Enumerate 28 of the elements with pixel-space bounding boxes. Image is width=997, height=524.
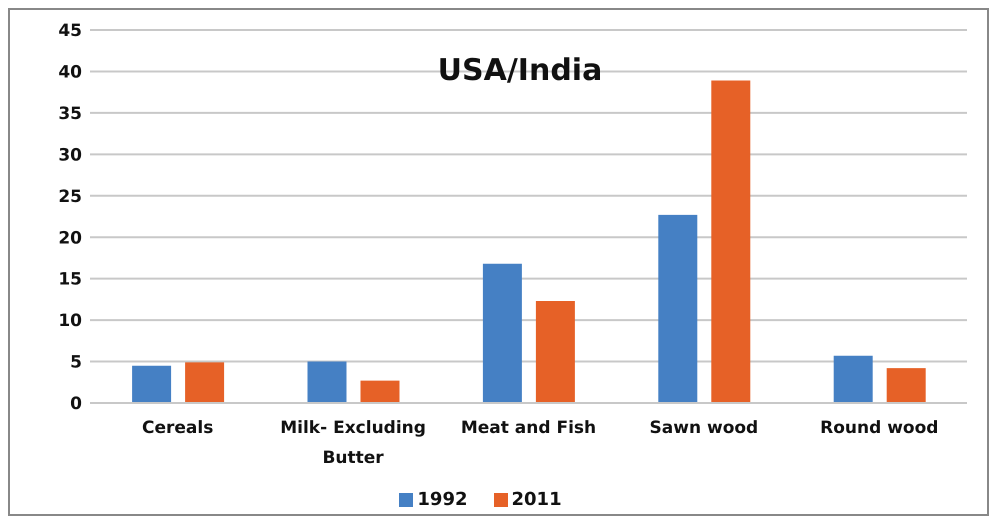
x-tick-label: Milk- Excluding Butter: [280, 418, 426, 468]
bar: [536, 301, 575, 403]
y-tick-label: 40: [58, 62, 82, 82]
legend-label: 1992: [417, 489, 468, 510]
x-tick-label: Round wood: [820, 418, 938, 438]
x-tick-label: Meat and Fish: [460, 418, 596, 438]
y-tick-label: 5: [70, 352, 82, 373]
legend-label: 2011: [512, 489, 562, 510]
bar: [834, 356, 873, 403]
y-tick-label: 35: [58, 104, 82, 124]
bar: [711, 80, 750, 403]
bar: [360, 380, 400, 403]
text: USA/India: [438, 53, 602, 88]
x-tick-label: Cereals: [142, 418, 214, 438]
y-tick-label: 15: [58, 270, 82, 290]
y-tick-label: 0: [70, 394, 82, 414]
x-tick-label: Sawn wood: [650, 418, 758, 438]
bar: [482, 264, 522, 403]
y-tick-label: 30: [58, 145, 82, 166]
y-tick-label: 25: [58, 186, 82, 207]
y-tick-label: 45: [58, 21, 82, 42]
y-tick-label: 20: [58, 228, 82, 248]
bar: [132, 366, 172, 403]
bar: [658, 214, 698, 403]
y-tick-label: 10: [58, 311, 82, 332]
bar: [307, 362, 346, 403]
bar: [886, 368, 926, 403]
bar: [185, 362, 224, 403]
